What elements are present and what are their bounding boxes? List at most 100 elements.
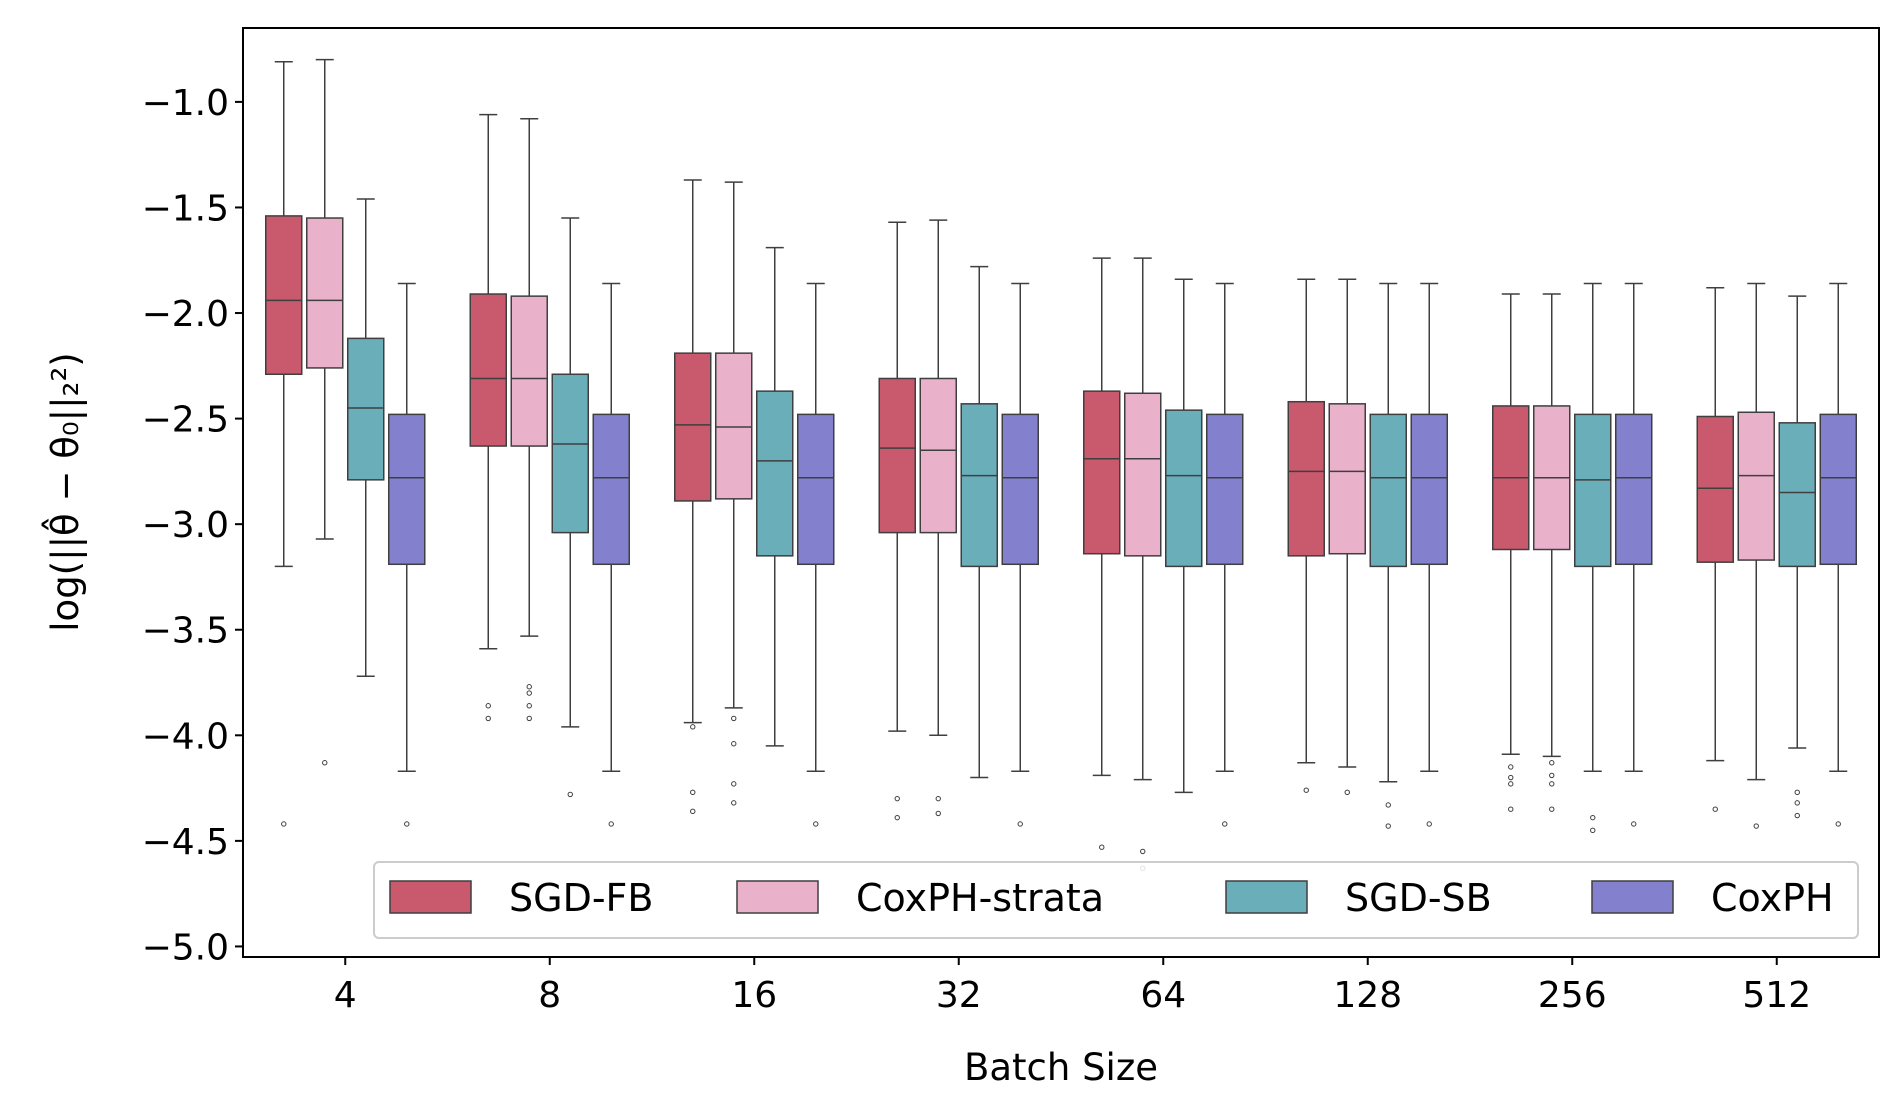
box-iqr	[1002, 414, 1038, 564]
y-tick-label: −3.5	[142, 611, 229, 652]
box-iqr	[1575, 414, 1611, 566]
outlier-point	[732, 782, 736, 786]
box-iqr	[389, 414, 425, 564]
outlier-point	[1754, 824, 1758, 828]
x-tick-label: 128	[1333, 975, 1402, 1016]
outlier-point	[1632, 822, 1636, 826]
x-axis: 4 8 16 32 64 128 256 512	[334, 957, 1811, 1016]
box-sgd-fb-512	[1697, 288, 1733, 812]
x-tick-label: 4	[334, 975, 357, 1016]
legend-swatch	[1592, 881, 1673, 913]
box-iqr	[348, 338, 384, 479]
box-sgd-sb-128	[1370, 283, 1406, 828]
box-iqr	[1207, 414, 1243, 564]
legend-label: CoxPH-strata	[856, 876, 1104, 920]
outlier-point	[1509, 765, 1513, 769]
box-sgd-sb-32	[961, 267, 997, 778]
outlier-point	[1509, 807, 1513, 811]
x-tick-label: 256	[1538, 975, 1607, 1016]
box-coxph-16	[798, 283, 834, 826]
box-iqr	[1411, 414, 1447, 564]
outlier-point	[732, 801, 736, 805]
legend-swatch	[737, 881, 818, 913]
box-iqr	[798, 414, 834, 564]
box-iqr	[675, 353, 711, 501]
outlier-point	[732, 716, 736, 720]
legend-label: CoxPH	[1711, 876, 1834, 920]
outlier-point	[691, 725, 695, 729]
outlier-point	[527, 704, 531, 708]
outlier-point	[1427, 822, 1431, 826]
outlier-point	[527, 716, 531, 720]
x-tick-label: 64	[1140, 975, 1186, 1016]
box-sgd-sb-512	[1779, 296, 1815, 818]
y-tick-label: −5.0	[142, 927, 229, 968]
legend: SGD-FB CoxPH-strata SGD-SB CoxPH	[374, 862, 1858, 938]
outlier-point	[691, 809, 695, 813]
outlier-point	[1386, 803, 1390, 807]
outlier-point	[486, 716, 490, 720]
x-tick-label: 16	[731, 975, 777, 1016]
box-iqr	[757, 391, 793, 556]
box-sgd-fb-128	[1288, 279, 1324, 792]
box-iqr	[716, 353, 752, 499]
box-coxph-32	[1002, 283, 1038, 826]
outlier-point	[732, 742, 736, 746]
outlier-point	[1591, 815, 1595, 819]
outlier-point	[691, 790, 695, 794]
outlier-point	[486, 704, 490, 708]
outlier-point	[1509, 775, 1513, 779]
outlier-point	[1591, 828, 1595, 832]
legend-swatch	[390, 881, 471, 913]
y-tick-label: −1.5	[142, 188, 229, 229]
box-coxph-256	[1616, 283, 1652, 826]
box-coxph-128	[1411, 283, 1447, 826]
legend-entry-sgd-fb: SGD-FB	[390, 876, 653, 920]
legend-entry-sgd-sb: SGD-SB	[1226, 876, 1492, 920]
outlier-point	[1345, 790, 1349, 794]
outlier-point	[1100, 845, 1104, 849]
outlier-point	[609, 822, 613, 826]
box-iqr	[511, 296, 547, 446]
x-tick-label: 32	[936, 975, 982, 1016]
outlier-point	[1713, 807, 1717, 811]
box-coxph-512	[1820, 283, 1856, 826]
outlier-point	[1550, 761, 1554, 765]
y-axis-title: log(||θ̂ − θ₀||₂²)	[41, 352, 87, 631]
box-coxph-strata-4	[307, 60, 343, 765]
box-coxph-8	[593, 283, 629, 826]
outlier-point	[405, 822, 409, 826]
boxplot-chart: −1.0−1.5−2.0−2.5−3.0−3.5−4.0−4.5−5.0 481…	[0, 0, 1898, 1113]
y-tick-label: −2.0	[142, 294, 229, 335]
box-iqr	[593, 414, 629, 564]
outlier-point	[1386, 824, 1390, 828]
outlier-point	[1550, 773, 1554, 777]
box-sgd-sb-16	[757, 248, 793, 746]
box-iqr	[470, 294, 506, 446]
box-iqr	[1084, 391, 1120, 554]
y-tick-label: −4.5	[142, 822, 229, 863]
box-iqr	[1616, 414, 1652, 564]
box-iqr	[879, 378, 915, 532]
outlier-point	[1018, 822, 1022, 826]
x-tick-label: 8	[538, 975, 561, 1016]
box-iqr	[1738, 412, 1774, 560]
box-sgd-fb-32	[879, 222, 915, 820]
box-coxph-64	[1207, 283, 1243, 826]
outlier-point	[527, 685, 531, 689]
box-sgd-sb-8	[552, 218, 588, 797]
box-sgd-fb-16	[675, 180, 711, 813]
box-iqr	[266, 216, 302, 374]
legend-swatch	[1226, 881, 1307, 913]
box-coxph-strata-8	[511, 119, 547, 721]
outlier-point	[936, 796, 940, 800]
legend-label: SGD-FB	[509, 876, 653, 920]
outlier-point	[527, 691, 531, 695]
outlier-point	[282, 822, 286, 826]
outlier-point	[1550, 782, 1554, 786]
outlier-point	[1304, 788, 1308, 792]
plot-layer	[266, 60, 1857, 871]
box-iqr	[1329, 404, 1365, 554]
box-coxph-strata-64	[1125, 258, 1161, 870]
outlier-point	[1223, 822, 1227, 826]
